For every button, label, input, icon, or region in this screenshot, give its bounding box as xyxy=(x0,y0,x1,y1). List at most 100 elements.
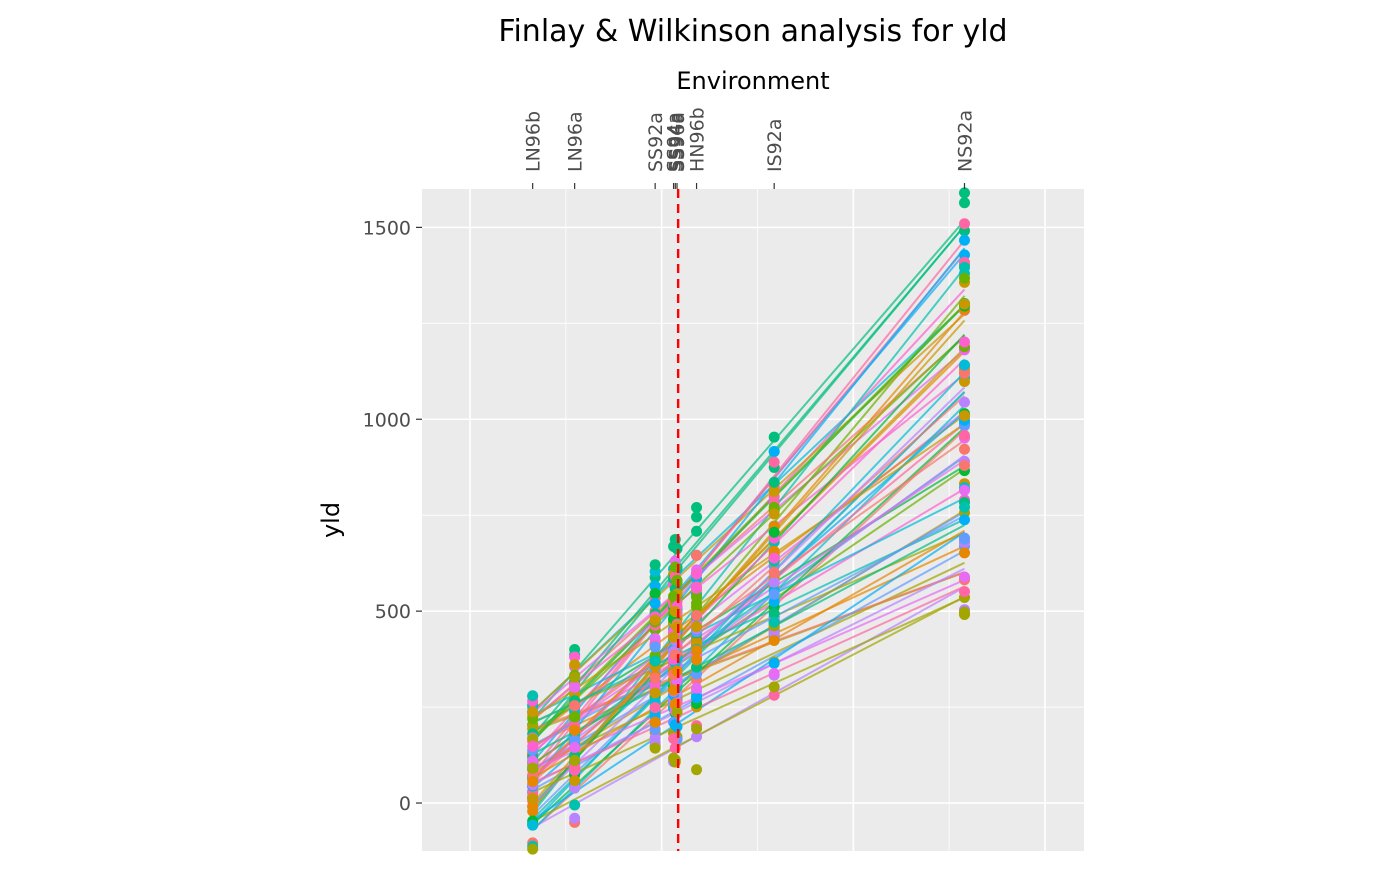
genotype-point xyxy=(691,610,703,622)
genotype-line xyxy=(532,414,966,738)
genotype-line xyxy=(531,334,966,741)
genotype-point xyxy=(649,587,661,599)
genotype-line xyxy=(532,595,965,823)
genotype-point xyxy=(668,684,680,696)
genotype-point xyxy=(569,754,581,766)
genotype-point xyxy=(768,567,780,579)
genotype-point xyxy=(768,526,780,538)
genotype-line xyxy=(532,349,966,714)
genotype-point xyxy=(691,723,703,735)
genotype-point xyxy=(668,733,680,745)
genotype-point xyxy=(527,762,539,774)
genotype-point xyxy=(959,460,970,472)
genotype-point xyxy=(671,706,683,718)
genotype-point xyxy=(569,659,581,671)
genotype-point xyxy=(768,576,780,588)
genotype-line xyxy=(531,313,966,712)
genotype-point xyxy=(691,731,703,743)
genotype-line xyxy=(532,373,966,720)
genotype-point xyxy=(959,606,970,618)
environment-label: NS92a xyxy=(955,110,977,172)
genotype-point xyxy=(691,682,703,694)
genotype-point xyxy=(527,843,539,855)
genotype-point xyxy=(649,702,661,714)
genotype-point xyxy=(649,742,661,754)
genotype-point xyxy=(959,586,970,598)
genotype-line xyxy=(531,358,966,780)
genotype-point xyxy=(768,431,780,443)
genotype-point xyxy=(691,582,703,594)
genotype-point xyxy=(527,706,539,718)
genotype-point xyxy=(959,187,970,199)
genotype-line xyxy=(531,247,966,783)
environment-label: IS92a xyxy=(764,119,786,172)
genotype-point xyxy=(649,597,661,609)
genotype-point xyxy=(768,689,780,701)
genotype-point xyxy=(768,456,780,468)
genotype-line xyxy=(532,571,965,731)
genotype-line xyxy=(532,439,966,750)
x-axis-title: Environment xyxy=(676,67,829,95)
y-tick-label: 1500 xyxy=(363,217,411,239)
genotype-line xyxy=(532,586,965,829)
genotype-point xyxy=(649,687,661,699)
genotype-point xyxy=(569,741,581,753)
genotype-point xyxy=(569,681,581,693)
genotype-point xyxy=(959,197,970,209)
genotype-line xyxy=(532,579,965,771)
series-layer xyxy=(531,219,966,831)
genotype-point xyxy=(959,298,970,310)
genotype-point xyxy=(691,511,703,523)
genotype-point xyxy=(768,476,780,488)
genotype-point xyxy=(959,396,970,408)
genotype-line xyxy=(532,529,965,779)
genotype-line xyxy=(532,524,965,755)
environment-label: SS94a xyxy=(664,112,686,172)
genotype-point xyxy=(691,644,703,656)
genotype-line xyxy=(532,459,966,749)
genotype-point xyxy=(649,614,661,626)
genotype-point xyxy=(768,486,780,498)
genotype-point xyxy=(691,568,703,580)
genotype-point xyxy=(691,764,703,776)
genotype-point xyxy=(527,740,539,752)
genotype-line xyxy=(531,303,966,740)
genotype-point xyxy=(527,792,539,804)
genotype-point xyxy=(569,812,581,824)
genotype-point xyxy=(691,654,703,666)
genotype-point xyxy=(959,336,970,348)
genotype-point xyxy=(768,616,780,628)
genotype-point xyxy=(649,641,661,653)
genotype-line xyxy=(532,531,966,821)
genotype-point xyxy=(959,571,970,583)
genotype-point xyxy=(768,588,780,600)
genotype-point xyxy=(649,559,661,571)
genotype-line xyxy=(532,497,965,717)
genotype-point xyxy=(569,651,581,663)
genotype-point xyxy=(691,621,703,633)
genotype-point xyxy=(768,445,780,457)
genotype-point xyxy=(649,672,661,684)
genotype-line xyxy=(531,371,966,825)
environment-label: SS96a xyxy=(667,112,689,172)
genotype-point xyxy=(527,819,539,831)
genotype-point xyxy=(959,261,970,273)
genotype-point xyxy=(649,655,661,667)
genotype-point xyxy=(569,700,581,712)
genotype-point xyxy=(569,724,581,736)
genotype-point xyxy=(959,367,970,379)
genotype-line xyxy=(532,395,966,784)
genotype-point xyxy=(569,671,581,683)
genotype-point xyxy=(527,690,539,702)
genotype-point xyxy=(959,443,970,455)
genotype-point xyxy=(959,410,970,422)
genotype-point xyxy=(768,634,780,646)
genotype-point xyxy=(691,692,703,704)
genotype-point xyxy=(959,547,970,559)
genotype-point xyxy=(959,533,970,545)
genotype-point xyxy=(671,721,683,733)
genotype-point xyxy=(649,716,661,728)
